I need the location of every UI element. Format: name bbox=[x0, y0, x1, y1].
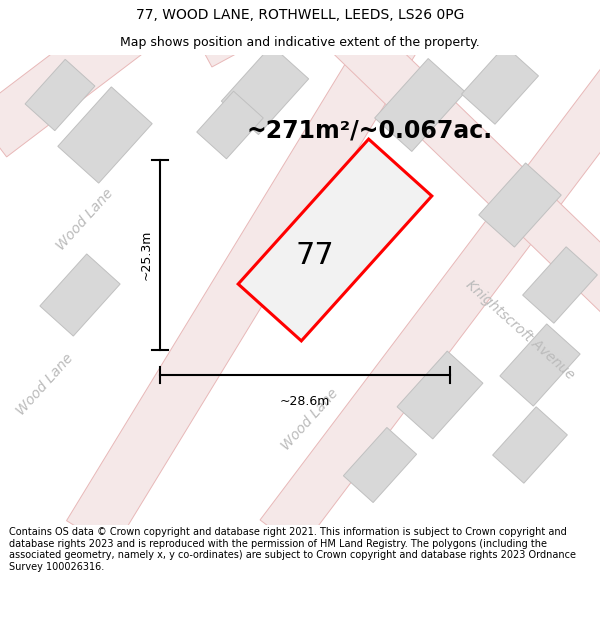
Text: Wood Lane: Wood Lane bbox=[279, 387, 341, 453]
Polygon shape bbox=[67, 0, 473, 549]
Text: Wood Lane: Wood Lane bbox=[54, 187, 116, 253]
Polygon shape bbox=[40, 254, 120, 336]
Polygon shape bbox=[332, 17, 600, 343]
Polygon shape bbox=[260, 30, 600, 550]
Polygon shape bbox=[343, 428, 416, 503]
Text: 77, WOOD LANE, ROTHWELL, LEEDS, LS26 0PG: 77, WOOD LANE, ROTHWELL, LEEDS, LS26 0PG bbox=[136, 8, 464, 22]
Text: 77: 77 bbox=[296, 241, 334, 269]
Text: Knightscroft Avenue: Knightscroft Avenue bbox=[463, 278, 577, 382]
Polygon shape bbox=[397, 351, 483, 439]
Polygon shape bbox=[479, 163, 561, 247]
Text: ~25.3m: ~25.3m bbox=[139, 230, 152, 280]
Text: Wood Lane: Wood Lane bbox=[14, 352, 76, 418]
Text: Contains OS data © Crown copyright and database right 2021. This information is : Contains OS data © Crown copyright and d… bbox=[9, 527, 576, 572]
Polygon shape bbox=[238, 139, 432, 341]
Polygon shape bbox=[25, 59, 95, 131]
Polygon shape bbox=[197, 91, 263, 159]
Text: ~271m²/~0.067ac.: ~271m²/~0.067ac. bbox=[247, 118, 493, 142]
Polygon shape bbox=[461, 46, 538, 124]
Polygon shape bbox=[500, 324, 580, 406]
Polygon shape bbox=[58, 87, 152, 183]
Text: Map shows position and indicative extent of the property.: Map shows position and indicative extent… bbox=[120, 36, 480, 49]
Text: ~28.6m: ~28.6m bbox=[280, 395, 330, 408]
Polygon shape bbox=[278, 181, 382, 289]
Polygon shape bbox=[99, 0, 451, 50]
Polygon shape bbox=[374, 59, 466, 151]
Polygon shape bbox=[221, 46, 308, 134]
Polygon shape bbox=[493, 407, 568, 483]
Polygon shape bbox=[523, 247, 598, 323]
Polygon shape bbox=[188, 0, 452, 67]
Polygon shape bbox=[0, 0, 296, 157]
